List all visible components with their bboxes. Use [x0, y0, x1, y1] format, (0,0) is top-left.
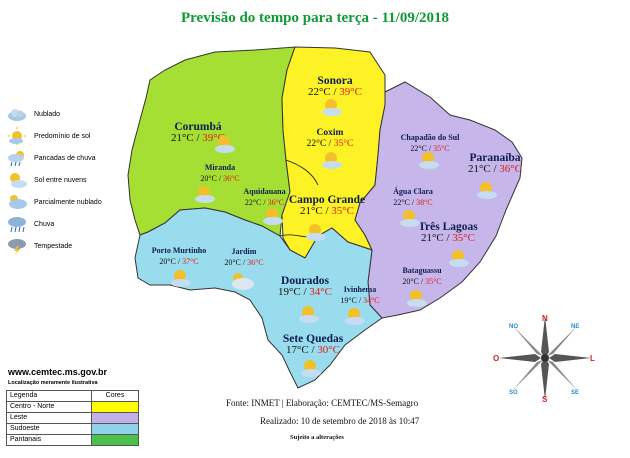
table-header: Legenda [6, 390, 92, 402]
legend-item-chuva: Chuva [6, 214, 54, 234]
sun-cloud-icon [449, 250, 469, 267]
color-swatch [91, 412, 139, 424]
sun-cloud-icon [215, 136, 235, 153]
compass-so-label: SO [509, 390, 518, 396]
disclaimer-text: Sujeito a alterações [290, 434, 344, 441]
city-porto-murtinho: Porto Murtinho 20°C / 37°C [151, 246, 207, 266]
location-note: Localização meramente ilustrativa [8, 380, 98, 386]
city-coxim: Coxim 22°C / 35°C [306, 128, 354, 149]
legend-item-predominio-sol: Predomínio de sol [6, 126, 90, 146]
city-sonora: Sonora 22°C / 39°C [307, 75, 363, 98]
sun-icon [8, 127, 26, 145]
made-at-text: Realizado: 10 de setembro de 2018 às 10:… [260, 416, 420, 426]
legend-item-sol-entre-nuvens: Sol entre nuvens [6, 170, 87, 190]
sun-cloud-icon [322, 152, 342, 169]
regions-legend-table: Legenda Cores Centro - Norte Leste Sudoe… [6, 390, 139, 446]
legend-label: Tempestade [34, 242, 73, 250]
city-sete-quedas: Sete Quedas 17°C / 30°C [282, 333, 344, 356]
table-header: Cores [91, 390, 139, 402]
legend-item-parcialmente-nublado: Parcialmente nublado [6, 192, 102, 212]
city-miranda: Miranda 20°C / 36°C [200, 163, 240, 183]
source-text: Fonte: INMET | Elaboração: CEMTEC/MS-Sem… [226, 398, 419, 408]
sun-cloud-icon [322, 99, 342, 116]
city-jardim: Jardim 20°C / 36°C [224, 247, 264, 267]
region-leste [354, 81, 523, 319]
sun-cloud-icon [171, 270, 191, 287]
legend-label: Predomínio de sol [34, 132, 91, 140]
compass-rose-icon: N S O L NO NE SO SE [493, 314, 595, 404]
sun-cloud-icon [345, 308, 365, 325]
table-row: Pantanais [6, 434, 139, 446]
sun-cloud-icon [306, 224, 326, 241]
city-dourados: Dourados 19°C / 34°C [277, 275, 333, 298]
storm-icon [8, 239, 26, 255]
city-bataguassu: Bataguassu 20°C / 35°C [402, 266, 442, 286]
sun-cloud-icon [407, 290, 427, 307]
compass-o-label: O [493, 354, 499, 363]
legend-label: Pancadas de chuva [34, 154, 96, 162]
legend-item-nublado: Nublado [6, 104, 60, 124]
city-tres-lagoas: Três Lagoas 21°C / 35°C [418, 221, 478, 244]
city-agua-clara: Água Clara 22°C / 38°C [393, 187, 433, 207]
sun-cloud-icon [195, 186, 215, 203]
sun-cloud-icon [419, 152, 439, 169]
sun-cloud-icon [10, 173, 27, 188]
partly-cloudy-icon [232, 273, 254, 290]
compass-n-label: N [542, 314, 548, 323]
legend-label: Chuva [34, 220, 55, 228]
legend-label: Nublado [34, 110, 61, 118]
city-paranaiba: Paranaíba 21°C / 36°C [467, 152, 523, 175]
legend-item-pancadas: Pancadas de chuva [6, 148, 96, 168]
region-sudoeste [134, 207, 383, 389]
color-swatch [91, 401, 139, 413]
legend-label: Sol entre nuvens [34, 176, 87, 184]
color-swatch [91, 423, 139, 435]
compass-se-label: SE [571, 390, 579, 396]
city-chapadao-do-sul: Chapadão do Sul 22°C / 35°C [400, 133, 460, 153]
city-corumba: Corumbá 21°C / 39°C [170, 121, 226, 144]
rain-showers-icon [8, 151, 24, 167]
sun-cloud-icon [301, 360, 321, 377]
compass-ne-label: NE [571, 324, 579, 330]
partly-cloudy-icon [9, 195, 27, 209]
sun-cloud-icon [299, 306, 319, 323]
legend-label: Parcialmente nublado [34, 198, 102, 206]
map-title: Previsão do tempo para terça - 11/09/201… [180, 10, 449, 26]
color-swatch [91, 434, 139, 446]
city-campo-grande: Campo Grande 21°C / 35°C [288, 194, 366, 217]
compass-s-label: S [542, 395, 548, 404]
rain-icon [8, 217, 26, 233]
city-ivinhema: Ivinhema 19°C / 34°C [340, 285, 380, 305]
sun-cloud-icon [400, 210, 420, 227]
compass-l-label: L [590, 354, 595, 363]
sun-cloud-icon [477, 182, 497, 199]
city-aquidauana: Aquidauana 22°C / 36°C [243, 187, 286, 207]
table-row: Centro - Norte [6, 401, 139, 413]
sun-cloud-icon [263, 208, 283, 225]
cloud-icon [8, 109, 26, 121]
compass-no-label: NO [509, 324, 518, 330]
website-text: www.cemtec.ms.gov.br [8, 367, 108, 377]
table-row: Sudoeste [6, 423, 139, 435]
legend-item-tempestade: Tempestade [6, 236, 72, 256]
table-row: Leste [6, 412, 139, 424]
